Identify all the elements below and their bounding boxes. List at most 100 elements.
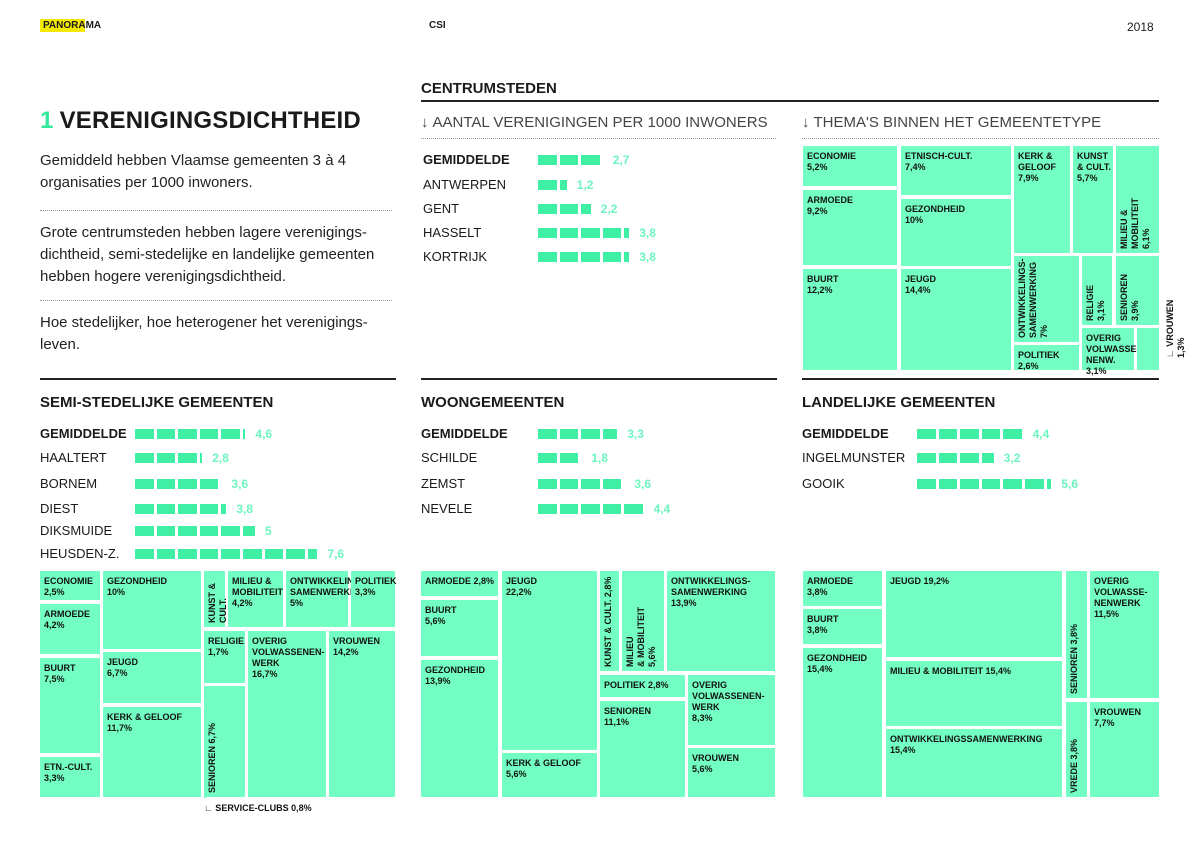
intro-paragraph-3: Hoe stedelijker, hoe heterogener het ver… (40, 314, 368, 353)
treemap-cell (1014, 345, 1079, 370)
bar-value-label: 3,8 (639, 226, 656, 240)
section-title-semi: SEMI-STEDELIJKE GEMEENTEN (40, 394, 274, 411)
treemap-cell-label: VROUWEN 5,6% (692, 753, 739, 774)
bar-segment (199, 479, 219, 489)
treemap-cell (688, 675, 775, 745)
bar-segment (538, 252, 557, 262)
treemap-cell (228, 571, 283, 627)
treemap-cell (803, 648, 882, 797)
treemap-cell (502, 571, 597, 750)
treemap-cell (103, 652, 201, 703)
treemap-cell (1073, 146, 1113, 253)
bar-segment (221, 504, 227, 514)
bar-segment (602, 504, 622, 514)
treemap-cell (886, 729, 1062, 797)
arrow-down-icon: ↓ (802, 114, 810, 131)
bar-segment (581, 429, 600, 439)
treemap-cell (351, 571, 395, 627)
bar-segment (602, 252, 622, 262)
treemap-cell (204, 571, 225, 627)
treemap-cell-label: ARMOEDE 9,2% (807, 195, 854, 216)
bar-segment (178, 549, 197, 559)
bar-category-label: ANTWERPEN (423, 177, 507, 192)
treemap-cell (1082, 328, 1134, 370)
bar-segment (559, 429, 579, 439)
bar-segment (559, 479, 579, 489)
treemap-cell (40, 658, 100, 753)
treemap-cell (600, 701, 685, 797)
bar-segment (559, 504, 579, 514)
treemap-cell (600, 571, 619, 671)
bar-segment (199, 526, 219, 536)
treemap-cell (204, 631, 245, 683)
year-label: 2018 (1127, 20, 1154, 34)
treemap-cell (1014, 256, 1079, 342)
bar-category-label: GEMIDDELDE (421, 426, 508, 441)
bar-segment (624, 252, 630, 262)
treemap-cell-label: VREDE 3,8% (1069, 738, 1079, 793)
section-label: CSI (429, 20, 446, 31)
bar-segment (264, 549, 284, 559)
bar-segment (538, 479, 557, 489)
bar-segment (178, 453, 197, 463)
treemap-cell-label: ARMOEDE 2,8% (425, 576, 495, 586)
bar-segment (559, 252, 579, 262)
bar-segment (559, 453, 579, 463)
treemap-cell-label: GEZONDHEID 10% (905, 204, 966, 225)
bar-segment (135, 504, 154, 514)
intro-paragraph-1: Gemiddeld hebben Vlaamse gemeenten 3 à 4… (40, 152, 347, 191)
treemap-cell (1014, 146, 1070, 253)
divider (421, 138, 776, 139)
treemap-cell-label: SENIOREN 3,9% (1119, 273, 1140, 321)
treemap-cell-label: POLITIEK 3,3% (355, 576, 397, 597)
bar-segment (135, 453, 154, 463)
treemap-cell-label: KERK & GELOOF 11,7% (107, 712, 183, 733)
section-rule (40, 378, 396, 380)
treemap-cell-label: ONTWIKKELINGS- SAMENWERKING 5% (290, 576, 370, 608)
bar-segment (581, 504, 600, 514)
bar-category-label: GEMIDDELDE (40, 426, 127, 441)
treemap-cell-label: ETN.-CULT. 3,3% (44, 762, 93, 783)
arrow-down-icon: ↓ (421, 114, 429, 131)
treemap-cell (803, 190, 897, 265)
bar-segment (938, 429, 958, 439)
bar-segment (602, 429, 618, 439)
bar-segment (156, 453, 176, 463)
bar-category-label: NEVELE (421, 501, 473, 516)
bar-segment (559, 180, 567, 190)
treemap-cell-label: KERK & GELOOF 7,9% (1018, 151, 1056, 183)
section-title-landelijk: LANDELIJKE GEMEENTEN (802, 394, 996, 411)
bar-segment (156, 526, 176, 536)
bar-segment (917, 429, 936, 439)
bar-segment (135, 526, 154, 536)
themes-heading: ↓ THEMA'S BINNEN HET GEMEENTETYPE (802, 114, 1101, 132)
bar-segment (199, 453, 203, 463)
treemap-cell (103, 571, 201, 649)
bar-category-label: GEMIDDELDE (423, 152, 510, 167)
bar-segment (559, 155, 579, 165)
treemap-cell-label: MILIEU & MOBILITEIT 5,6% (625, 607, 657, 667)
bar-segment (178, 429, 197, 439)
bar-segment (602, 479, 622, 489)
bar-segment (178, 479, 197, 489)
treemap-cell (329, 631, 395, 797)
treemap-cell (803, 269, 897, 370)
treemap-cell (667, 571, 775, 671)
treemap-cell-label: ECONOMIE 2,5% (44, 576, 94, 597)
treemap-cell-label: ONTWIKKELINGS- SAMENWERKING 13,9% (671, 576, 751, 608)
treemap-cell (421, 600, 498, 656)
bar-value-label: 2,8 (212, 451, 229, 465)
bar-segment (624, 228, 630, 238)
bar-segment (960, 479, 979, 489)
treemap-cell (421, 660, 498, 797)
bar-segment (156, 549, 176, 559)
treemap-cell (204, 797, 206, 798)
treemap-cell-label: KUNST & CULT. 5,7% (1077, 151, 1111, 183)
divider (802, 138, 1159, 139)
bar-segment (938, 453, 958, 463)
bar-value-label: 3,2 (1003, 451, 1021, 465)
treemap-cell-label: MILIEU & MOBILITEIT 4,2% (232, 576, 283, 608)
bar-value-label: 2,2 (600, 202, 618, 216)
treemap-cell-label: ECONOMIE 5,2% (807, 151, 857, 172)
treemap-cell (248, 631, 326, 797)
